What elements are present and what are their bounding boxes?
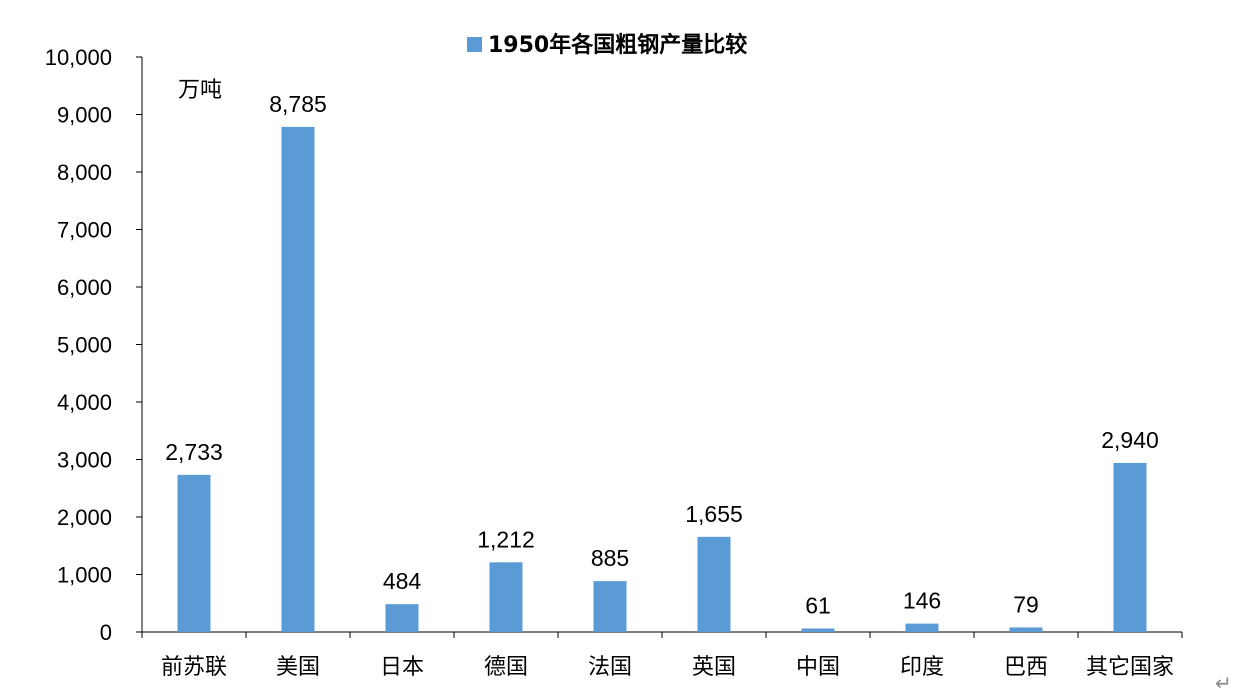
- y-tick-label: 10,000: [45, 45, 112, 70]
- x-tick-label: 美国: [276, 655, 320, 680]
- y-tick-label: 4,000: [57, 390, 112, 415]
- y-tick-label: 3,000: [57, 448, 112, 473]
- y-tick-label: 8,000: [57, 160, 112, 185]
- y-tick-label: 1,000: [57, 563, 112, 588]
- data-labels: 2,733 8,785 484 1,212 885 1,655 61 146 79 2,940: [165, 91, 1159, 619]
- y-tick-label: 2,000: [57, 505, 112, 530]
- legend-swatch: [467, 37, 482, 52]
- data-label: 146: [903, 588, 941, 614]
- bar: [1113, 462, 1147, 632]
- bars: [177, 126, 1147, 633]
- bar: [489, 562, 523, 632]
- bar: [801, 628, 835, 632]
- bar: [905, 623, 939, 632]
- y-tick-label: 5,000: [57, 333, 112, 358]
- data-label: 1,655: [685, 501, 743, 527]
- y-tick-label: 0: [100, 620, 112, 645]
- x-tick-label: 其它国家: [1086, 655, 1174, 680]
- y-tick-label: 6,000: [57, 275, 112, 300]
- y-tick-label: 7,000: [57, 218, 112, 243]
- bar: [1009, 627, 1043, 632]
- x-tick-label: 巴西: [1004, 655, 1048, 680]
- bar: [177, 474, 211, 632]
- x-tick-label: 法国: [588, 655, 632, 680]
- data-label: 484: [383, 568, 422, 594]
- x-tick-label: 中国: [796, 655, 840, 680]
- y-axis: 0 1,000 2,000 3,000 4,000 5,000 6,000 7,000 8,00…: [45, 45, 143, 645]
- data-label: 885: [591, 545, 629, 571]
- y-tick-label: 9,000: [57, 103, 112, 128]
- data-label: 8,785: [269, 91, 327, 117]
- paragraph-mark: ↵: [1215, 671, 1232, 695]
- x-tick-label: 日本: [380, 655, 424, 680]
- x-tick-label: 德国: [484, 655, 528, 680]
- legend-label: 1950年各国粗钢产量比较: [488, 32, 747, 58]
- data-label: 61: [805, 592, 831, 618]
- bar: [385, 604, 419, 632]
- data-label: 2,733: [165, 439, 223, 465]
- data-label: 79: [1013, 591, 1039, 617]
- data-label: 1,212: [477, 526, 535, 552]
- data-label: 2,940: [1101, 427, 1159, 453]
- bar: [281, 126, 315, 633]
- bar: [593, 581, 627, 632]
- legend: 1950年各国粗钢产量比较: [467, 32, 747, 58]
- unit-label: 万吨: [178, 78, 222, 103]
- x-tick-label: 前苏联: [161, 655, 227, 680]
- x-tick-label: 印度: [900, 655, 944, 680]
- x-axis: 前苏联 美国 日本 德国 法国 英国 中国 印度 巴西 其它国家: [141, 631, 1183, 680]
- x-tick-label: 英国: [692, 655, 736, 680]
- bar: [697, 536, 731, 632]
